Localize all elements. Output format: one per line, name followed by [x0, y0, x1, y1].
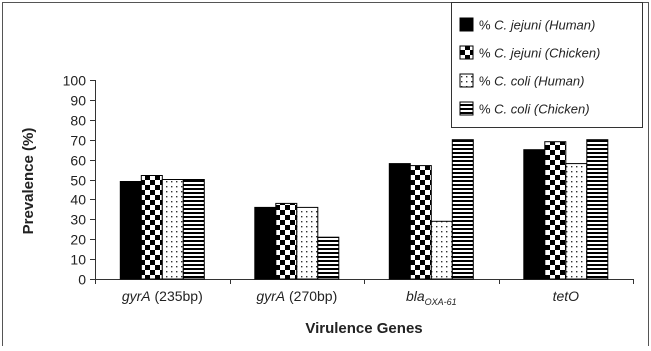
y-tick-label: 10	[70, 252, 86, 268]
y-tick-label: 70	[70, 133, 86, 149]
bar	[451, 139, 474, 280]
y-tick-label: 20	[70, 232, 86, 248]
legend-entry: % C. jejuni (Chicken)	[479, 46, 600, 61]
bar	[565, 163, 588, 280]
x-tick-label: blaOXA-61	[406, 288, 457, 307]
bar	[544, 141, 567, 280]
bar	[182, 179, 205, 280]
legend-box	[451, 2, 643, 128]
y-tick-label: 100	[63, 73, 87, 89]
bar	[523, 149, 546, 280]
legend-entry: % C. coli (Human)	[479, 74, 584, 89]
x-axis-label: Virulence Genes	[305, 320, 422, 337]
legend: % C. jejuni (Human) % C. jejuni (Chicken)…	[451, 2, 643, 128]
y-tick-label: 40	[70, 192, 86, 208]
legend-swatch	[459, 101, 474, 116]
legend-entry: % C. jejuni (Human)	[479, 18, 595, 33]
bar	[140, 175, 163, 280]
y-tick-label: 50	[70, 173, 86, 189]
y-tick-label: 30	[70, 212, 86, 228]
bar	[317, 236, 340, 280]
bar	[275, 202, 298, 280]
bar	[119, 181, 142, 280]
y-tick-label: 80	[70, 113, 86, 129]
x-tick-label: gyrA (235bp)	[122, 288, 203, 304]
axes: 0 10 20 30 40 50 60 70 80 90 100	[63, 73, 634, 288]
legend-entry: % C. coli (Chicken)	[479, 102, 590, 117]
legend-swatch	[459, 45, 474, 60]
legend-swatch	[459, 73, 474, 88]
x-tick-label: gyrA (270bp)	[256, 288, 337, 304]
bar	[254, 206, 277, 280]
y-tick-label: 60	[70, 153, 86, 169]
y-tick-label: 0	[78, 272, 86, 288]
bar	[388, 163, 411, 280]
y-tick-label: 90	[70, 93, 86, 109]
bars	[119, 139, 609, 280]
x-tick-label: tetO	[553, 288, 580, 304]
bar	[586, 139, 609, 280]
bar	[409, 165, 432, 280]
x-tick-labels: gyrA (235bp) gyrA (270bp) blaOXA-61 tetO	[122, 288, 579, 307]
bar	[296, 206, 319, 280]
bar	[430, 220, 453, 280]
bar	[161, 179, 184, 280]
legend-swatch	[459, 17, 474, 32]
y-axis-label: Prevalence (%)	[20, 128, 37, 235]
